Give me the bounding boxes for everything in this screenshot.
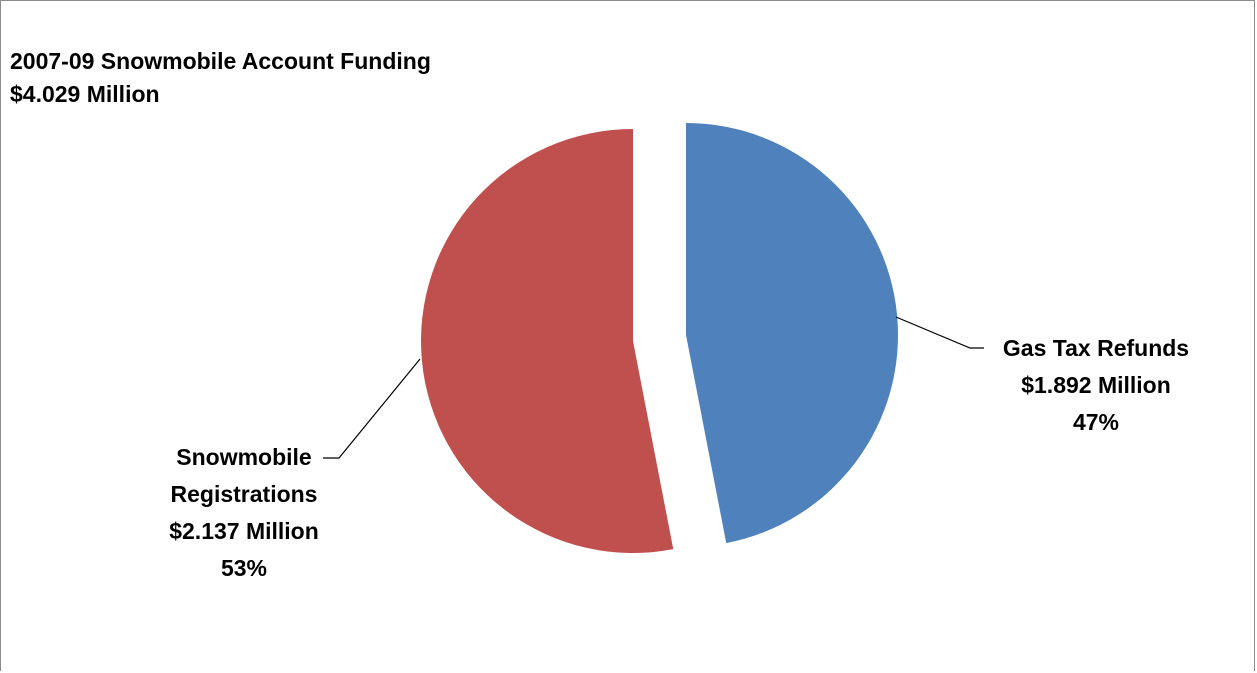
- leader-line-2: [323, 358, 421, 459]
- chart-title: 2007-09 Snowmobile Account Funding $4.02…: [10, 45, 431, 111]
- data-label-2-line-1: Snowmobile: [176, 444, 311, 470]
- pie-slice-1: [686, 123, 898, 544]
- pie-slice-2: [421, 129, 674, 553]
- pie-slices: [421, 123, 898, 553]
- chart-subtitle-line: $4.029 Million: [10, 81, 160, 107]
- leader-lines: [323, 316, 984, 459]
- data-label-1-line-3: 47%: [1073, 409, 1119, 435]
- data-label-2-line-2: Registrations: [171, 481, 318, 507]
- data-label-1-line-2: $1.892 Million: [1021, 372, 1171, 398]
- data-label-2-line-3: $2.137 Million: [169, 518, 319, 544]
- data-label-1: Gas Tax Refunds $1.892 Million 47%: [1003, 335, 1189, 435]
- data-labels: Gas Tax Refunds $1.892 Million 47% Snowmobi…: [169, 335, 1189, 581]
- data-label-2-line-4: 53%: [221, 555, 267, 581]
- data-label-2: Snowmobile Registrations $2.137 Million 53%: [169, 444, 319, 581]
- data-label-1-line-1: Gas Tax Refunds: [1003, 335, 1189, 361]
- chart-title-line: 2007-09 Snowmobile Account Funding: [10, 48, 431, 74]
- leader-line-1: [895, 316, 984, 349]
